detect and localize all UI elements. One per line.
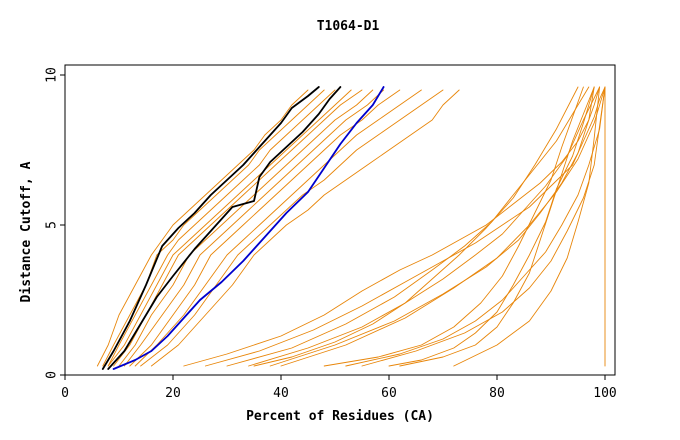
models-series-line-11	[183, 86, 601, 367]
highlight-series-line-25	[101, 86, 320, 370]
y-axis-label: Distance Cutoff, A	[19, 161, 34, 302]
models-series-line-15	[226, 86, 590, 367]
models-series-line-7	[129, 89, 401, 367]
y-tick-label: 10	[45, 67, 60, 83]
models-series-line-21	[323, 86, 584, 367]
models-series-line-12	[204, 86, 606, 367]
models-series-line-0	[96, 89, 309, 367]
x-tick-label: 100	[593, 386, 616, 401]
y-axis: 0 5 10	[45, 67, 65, 379]
plot-area	[96, 86, 606, 370]
models-series-line-19	[399, 86, 595, 367]
models-series-line-2	[107, 89, 336, 367]
plot-frame	[64, 64, 616, 376]
models-series-line-3	[107, 89, 352, 367]
models-series-line-17	[345, 86, 606, 367]
models-series-line-14	[269, 86, 595, 367]
x-axis-label: Percent of Residues (CA)	[246, 409, 434, 424]
models-series-line-9	[140, 89, 444, 367]
models-series-line-13	[248, 86, 601, 367]
models-series-line-23	[453, 86, 601, 367]
x-tick-label: 0	[61, 386, 69, 401]
x-tick-label: 80	[489, 386, 505, 401]
reference-series-line-27	[112, 86, 385, 370]
x-axis: 0 20 40 60 80 100	[61, 375, 617, 401]
y-tick-label: 5	[45, 221, 60, 229]
models-series-line-6	[123, 89, 385, 367]
models-series-line-24	[388, 86, 595, 367]
models-series-line-18	[361, 86, 606, 367]
models-series-line-16	[280, 86, 606, 367]
models-series-line-5	[118, 89, 374, 367]
models-series-line-1	[102, 89, 325, 367]
models-series-line-8	[134, 89, 422, 367]
highlight-series-line-26	[107, 86, 342, 370]
x-tick-label: 40	[273, 386, 289, 401]
models-series-line-10	[150, 89, 460, 367]
x-tick-label: 20	[165, 386, 181, 401]
models-series-line-20	[253, 86, 579, 367]
x-tick-label: 60	[381, 386, 397, 401]
y-tick-label: 0	[45, 371, 60, 379]
chart-title: T1064-D1	[317, 19, 380, 34]
